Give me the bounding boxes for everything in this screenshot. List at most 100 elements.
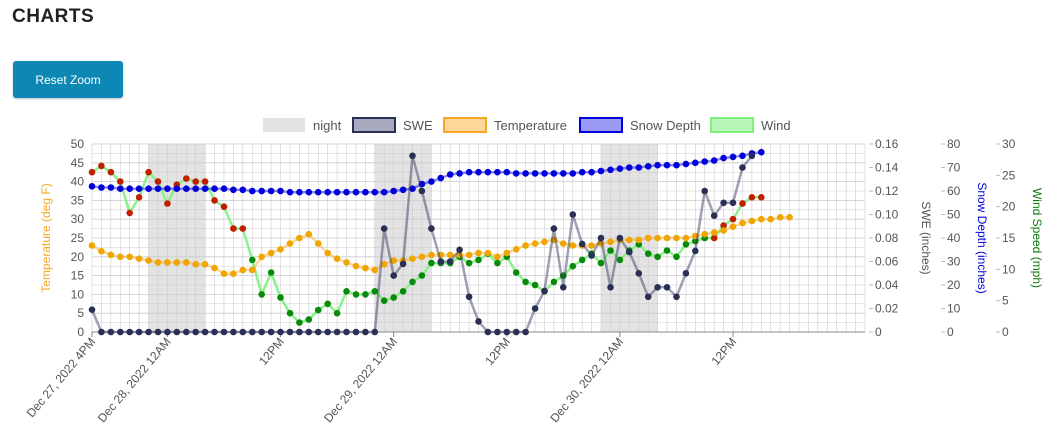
page-title: CHARTS [12, 6, 95, 27]
wind-point [616, 256, 624, 264]
wind-point [758, 194, 765, 201]
swe-point [201, 328, 209, 336]
legend-item-temperature[interactable]: Temperature [443, 117, 567, 133]
swe-point [748, 152, 756, 160]
wind-point [98, 162, 105, 170]
swe-point [343, 328, 350, 336]
swe-point [484, 328, 492, 336]
temperature-point [230, 270, 237, 277]
swe-point [126, 328, 133, 336]
wind-point [531, 281, 539, 289]
temperature-point [201, 261, 209, 268]
snow-depth-point [343, 188, 350, 196]
swe-point [654, 284, 661, 291]
wind-point [192, 178, 199, 185]
temperature-point [475, 249, 482, 257]
swe-point [644, 293, 652, 301]
temperature-point [569, 242, 577, 249]
chart[interactable]: night SWE Temperature Snow Depth Wind 0 5 10 15… [0, 110, 1058, 443]
temperature-point [776, 214, 784, 221]
swe-point [475, 318, 482, 325]
legend[interactable]: night SWE Temperature Snow Depth Wind [263, 117, 791, 133]
swe-point [117, 328, 124, 336]
legend-item-swe[interactable]: SWE [352, 117, 433, 133]
wind-point [211, 197, 218, 204]
snow-depth-point [560, 170, 567, 177]
wind-point [371, 288, 379, 295]
legend-item-snow-depth[interactable]: Snow Depth [579, 117, 701, 133]
wind-point [418, 272, 426, 279]
swe-point [588, 252, 595, 259]
reset-zoom-button[interactable]: Reset Zoom [13, 61, 123, 98]
legend-item-wind[interactable]: Wind [710, 117, 791, 133]
snow-depth-point [418, 180, 426, 188]
legend-item-night[interactable]: night [263, 118, 342, 133]
wind-point [560, 272, 567, 279]
temperature-point [588, 242, 595, 249]
wind-point [230, 225, 237, 232]
swe-point [663, 284, 671, 291]
snow-depth-point [494, 168, 501, 176]
temperature-tick-label: 40 [71, 175, 85, 189]
wind-point [644, 250, 652, 257]
swe-point [456, 246, 463, 254]
swe-point [531, 305, 539, 312]
wind-point [607, 247, 614, 254]
temperature-point [409, 255, 416, 262]
snow-depth-point [267, 187, 275, 195]
wind-axis-title: Wind Speed (mph) [1030, 188, 1044, 288]
swe-point [739, 164, 746, 171]
wind-tick-label: 15 [1002, 231, 1016, 245]
temperature-point [107, 251, 115, 259]
snow-depth-point [569, 170, 577, 177]
temperature-tick-label: 15 [71, 269, 85, 283]
snow-depth-point [117, 185, 124, 192]
temperature-point [117, 253, 124, 261]
wind-point [352, 291, 360, 298]
swe-point [399, 260, 407, 268]
wind-point [597, 259, 605, 267]
swe-point [710, 212, 718, 219]
temperature-point [522, 242, 529, 249]
swe-tick-label: 0.10 [875, 208, 899, 222]
temperature-point [296, 234, 303, 242]
wind-point [135, 194, 143, 201]
temperature-point [371, 266, 379, 274]
swe-point [550, 225, 558, 232]
temperature-point [173, 259, 181, 266]
temperature-point [126, 253, 133, 261]
wind-point [663, 247, 671, 254]
snow-depth-tick-label: 20 [947, 278, 961, 292]
snow-depth-tick-label: 80 [947, 137, 961, 151]
temperature-point [729, 223, 737, 230]
legend-swatch [263, 118, 305, 132]
swe-point [362, 328, 369, 336]
swe-point [390, 272, 398, 279]
temperature-point [286, 240, 294, 247]
snow-depth-point [399, 186, 407, 194]
wind-tick-label: 0 [1002, 325, 1009, 339]
snow-depth-tick-label: 40 [947, 231, 961, 245]
wind-point [220, 203, 228, 210]
wind-point [362, 291, 369, 298]
snow-depth-point [635, 164, 643, 171]
snow-depth-point [446, 171, 454, 178]
snow-depth-point [352, 188, 360, 196]
wind-point [428, 259, 435, 267]
wind-tick-label: 25 [1002, 168, 1016, 182]
temperature-point [748, 217, 756, 225]
temperature-point [739, 219, 746, 227]
wind-point [201, 178, 209, 185]
swe-point [720, 199, 727, 207]
x-tick-label: Dec 30, 2022 12AM [547, 335, 626, 425]
legend-swatch [579, 117, 623, 133]
swe-point [673, 293, 680, 301]
wind-point [107, 168, 115, 176]
swe-point [616, 234, 624, 242]
temperature-tick-label: 10 [71, 287, 85, 301]
swe-point [305, 328, 313, 336]
swe-point [503, 328, 511, 336]
temperature-point [767, 215, 774, 223]
swe-point [192, 328, 199, 336]
temperature-point [362, 264, 369, 272]
